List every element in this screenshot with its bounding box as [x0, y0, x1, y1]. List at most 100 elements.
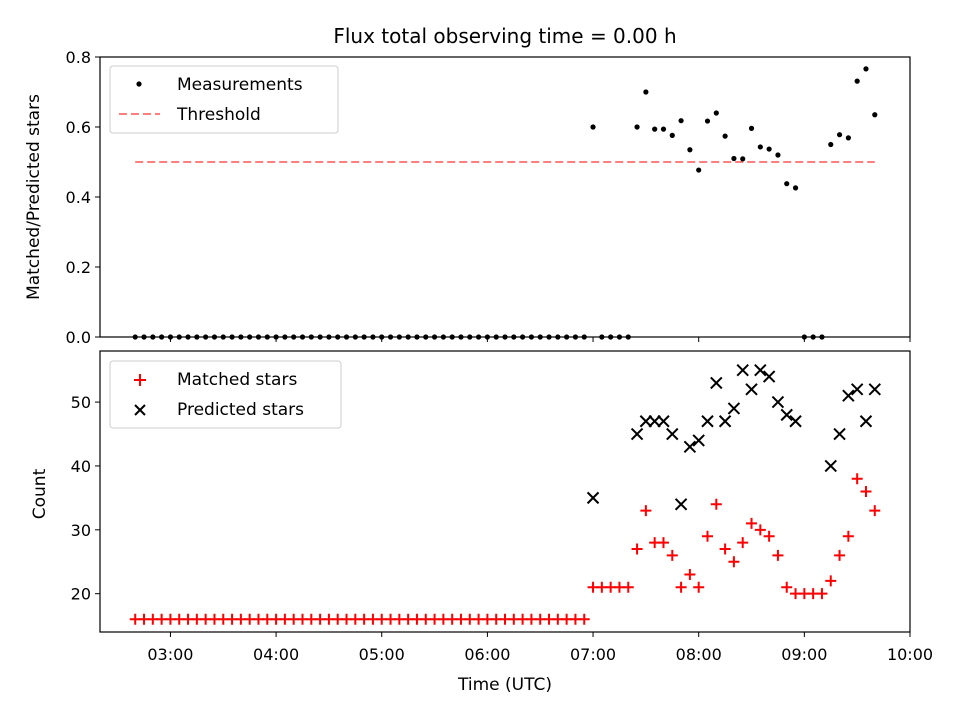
- bottom-xtick-label-5: 08:00: [676, 645, 722, 664]
- predicted-star-point: [842, 389, 855, 402]
- matched-star-point: [702, 530, 713, 542]
- predicted-star-point: [824, 459, 837, 473]
- bottom-xtick-label-4: 07:00: [570, 645, 616, 664]
- matched-star-point: [693, 581, 705, 593]
- bottom-ytick-label-1: 30: [71, 521, 91, 540]
- measurement-point: [660, 126, 667, 132]
- bottom-ytick-label-3: 50: [71, 393, 91, 412]
- legend-measurements-marker: [136, 81, 142, 87]
- measurement-point: [643, 89, 649, 95]
- predicted-star-point: [718, 415, 732, 428]
- measurement-point: [775, 152, 781, 158]
- measurement-point: [722, 133, 728, 139]
- measurement-point: [828, 141, 834, 148]
- bottom-plot-area: [129, 363, 881, 625]
- top-ytick-label-0: 0.0: [66, 328, 91, 347]
- predicted-star-point: [692, 434, 705, 447]
- matched-star-point: [781, 581, 793, 593]
- measurement-point: [748, 125, 755, 131]
- measurement-point: [731, 155, 737, 162]
- matched-star-point: [684, 569, 696, 581]
- matched-star-point: [816, 588, 828, 600]
- predicted-star-point: [868, 383, 881, 396]
- predicted-star-point: [701, 415, 714, 428]
- predicted-star-point: [630, 427, 644, 441]
- predicted-star-point: [683, 440, 697, 454]
- predicted-star-point: [762, 370, 776, 383]
- measurement-point: [687, 147, 693, 153]
- bottom-xlabel: Time (UTC): [457, 675, 552, 695]
- predicted-star-point: [639, 415, 653, 428]
- measurement-point: [872, 112, 878, 118]
- predicted-star-point: [648, 415, 661, 428]
- measurement-point: [652, 126, 658, 132]
- measurement-point: [704, 118, 711, 124]
- predicted-star-point: [754, 363, 767, 377]
- bottom-xtick-label-1: 04:00: [253, 645, 299, 664]
- matched-star-point: [657, 537, 669, 549]
- matched-star-point: [754, 524, 766, 536]
- predicted-star-point: [666, 427, 679, 441]
- predicted-star-point: [745, 383, 758, 396]
- measurement-point: [863, 66, 869, 72]
- matched-star-point: [719, 543, 731, 555]
- matched-star-point: [622, 581, 634, 593]
- matched-star-point: [728, 556, 740, 568]
- measurement-point: [792, 185, 799, 191]
- bottom-xtick-label-7: 10:00: [887, 645, 933, 664]
- matched-star-point: [675, 581, 687, 593]
- legend-predicted-marker: [134, 404, 146, 416]
- predicted-star-point: [657, 415, 670, 428]
- matched-star-point: [860, 486, 872, 497]
- top-legend: Measurements Threshold: [109, 65, 339, 134]
- predicted-star-point: [736, 363, 749, 377]
- legend-measurements-label: Measurements: [177, 75, 303, 95]
- bottom-xtick-label-2: 05:00: [359, 645, 405, 664]
- top-legend-box: [109, 65, 339, 134]
- measurement-point: [766, 146, 772, 152]
- matched-star-point: [631, 543, 643, 555]
- top-ytick-label-2: 0.4: [66, 188, 91, 207]
- measurement-point: [784, 181, 790, 187]
- matched-star-point: [825, 575, 837, 587]
- predicted-star-point: [859, 415, 873, 428]
- legend-matched-label: Matched stars: [177, 370, 297, 390]
- matched-star-point: [772, 549, 784, 561]
- matched-star-point: [834, 549, 846, 561]
- bottom-axes-frame: [99, 350, 911, 633]
- matched-star-point: [640, 505, 652, 517]
- matched-star-point: [737, 537, 749, 549]
- measurement-point: [678, 118, 684, 124]
- predicted-star-point: [850, 383, 864, 396]
- top-ytick-label-4: 0.8: [66, 48, 91, 67]
- predicted-star-point: [780, 408, 793, 422]
- bottom-legend-box: [109, 360, 342, 429]
- predicted-star-point: [771, 395, 785, 409]
- matched-star-point: [763, 530, 775, 542]
- measurement-point: [590, 124, 596, 130]
- chart-title: Flux total observing time = 0.00 h: [333, 24, 676, 48]
- predicted-star-point: [789, 415, 802, 428]
- measurement-point: [854, 78, 860, 84]
- measurement-point: [740, 156, 746, 162]
- bottom-xtick-label-0: 03:00: [147, 645, 193, 664]
- bottom-panel: Count Time (UTC) 20 30 40 50 03:00 04:00 05:00…: [30, 350, 933, 695]
- matched-star-point: [578, 613, 590, 625]
- predicted-star-point: [833, 427, 846, 441]
- bottom-xtick-label-3: 06:00: [464, 645, 510, 664]
- bottom-legend: Matched stars Predicted stars: [109, 360, 342, 429]
- top-ytick-label-1: 0.2: [66, 258, 91, 277]
- measurement-point: [669, 132, 675, 138]
- matched-star-point: [869, 505, 881, 517]
- matched-star-point: [666, 549, 678, 561]
- measurement-point: [757, 144, 763, 150]
- predicted-star-point: [727, 402, 741, 415]
- measurement-point: [845, 135, 851, 141]
- top-ytick-label-3: 0.6: [66, 118, 91, 137]
- bottom-xtick-label-6: 09:00: [781, 645, 827, 664]
- measurement-point: [713, 110, 719, 116]
- predicted-star-point: [674, 498, 688, 511]
- bottom-ytick-label-0: 20: [71, 585, 91, 604]
- top-ylabel: Matched/Predicted stars: [24, 94, 44, 300]
